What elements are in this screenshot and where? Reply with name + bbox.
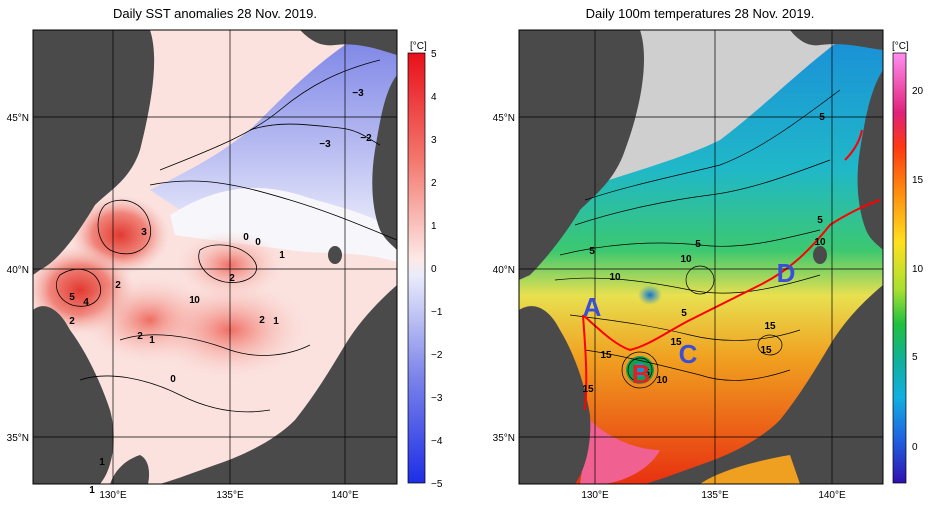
right-colorbar: [°C] 20 15 10 5 0 [892, 41, 924, 484]
left-colorbar: [°C] 5 4 3 2 1 0 −1 −2 −3 −4 −5 [407, 41, 443, 490]
contour-label: 5 [69, 292, 75, 303]
temp-100m-map: Daily 100m temperatures 28 Nov. 2019. [493, 6, 924, 501]
svg-text:−3: −3 [431, 393, 443, 404]
contour-label: 2 [115, 280, 121, 291]
svg-text:4: 4 [431, 92, 437, 103]
left-lat-labels: 45°N 40°N 35°N [7, 113, 29, 444]
contour-label: 2 [137, 331, 143, 342]
region-b-label: B [632, 359, 651, 389]
region-d-label: D [777, 258, 796, 288]
contour-label: 2 [229, 273, 235, 284]
sst-anomaly-map: Daily SST anomalies 28 Nov. 2019. [7, 6, 443, 501]
svg-text:−5: −5 [431, 479, 443, 490]
contour-label: 5 [589, 246, 595, 257]
svg-text:35°N: 35°N [7, 433, 29, 444]
contour-label: 1 [189, 295, 195, 306]
contour-label: 10 [814, 237, 826, 248]
svg-text:40°N: 40°N [7, 265, 29, 276]
svg-text:0: 0 [431, 264, 437, 275]
svg-text:−4: −4 [431, 436, 443, 447]
contour-label: 5 [817, 215, 823, 226]
svg-text:15: 15 [912, 175, 924, 186]
contour-label: 5 [819, 112, 825, 123]
svg-text:45°N: 45°N [7, 113, 29, 124]
left-panel-title: Daily SST anomalies 28 Nov. 2019. [113, 6, 317, 21]
contour-label: 0 [194, 295, 200, 306]
contour-label: 0 [243, 232, 249, 243]
contour-label: −3 [352, 88, 364, 99]
contour-label: 1 [89, 485, 95, 496]
contour-label: 4 [83, 297, 89, 308]
contour-label: 1 [99, 457, 105, 468]
contour-label: 15 [764, 321, 776, 332]
left-graticule [33, 30, 397, 484]
contour-label: 1 [279, 250, 285, 261]
contour-label: 2 [69, 316, 75, 327]
right-lon-labels: 130°E 135°E 140°E [581, 490, 846, 501]
svg-text:1: 1 [431, 221, 437, 232]
contour-label: 15 [582, 384, 594, 395]
contour-label: 10 [609, 272, 621, 283]
region-c-label: C [679, 339, 698, 369]
contour-label: −2 [360, 133, 372, 144]
contour-label: 10 [680, 254, 692, 265]
right-panel-title: Daily 100m temperatures 28 Nov. 2019. [586, 6, 815, 21]
svg-text:130°E: 130°E [581, 490, 609, 501]
svg-text:35°N: 35°N [493, 433, 515, 444]
left-lon-labels: 130°E 135°E 140°E [99, 490, 359, 501]
right-colorbar-unit: [°C] [892, 41, 909, 52]
left-colorbar-unit: [°C] [410, 41, 427, 52]
svg-text:0: 0 [912, 442, 918, 453]
svg-text:140°E: 140°E [331, 490, 359, 501]
svg-text:140°E: 140°E [818, 490, 846, 501]
contour-label: 10 [656, 375, 668, 386]
left-contour-labels: −3 −2 −3 3 0 0 1 2 2 5 4 2 0 1 2 1 2 1 0… [69, 88, 372, 496]
contour-label: 0 [255, 237, 261, 248]
svg-text:130°E: 130°E [99, 490, 127, 501]
contour-label: 15 [670, 337, 682, 348]
contour-label: 0 [170, 374, 176, 385]
region-labels: A B C D [583, 258, 796, 389]
contour-label: 15 [760, 345, 772, 356]
svg-text:135°E: 135°E [701, 490, 729, 501]
svg-text:20: 20 [912, 86, 924, 97]
svg-text:10: 10 [912, 264, 924, 275]
svg-text:45°N: 45°N [493, 113, 515, 124]
contour-label: −3 [319, 139, 331, 150]
right-contour-labels: 5 5 5 10 5 10 10 5 15 15 15 15 10 5 15 [582, 112, 826, 395]
contour-label: 5 [644, 368, 650, 379]
contour-label: 5 [695, 239, 701, 250]
contour-label: 2 [259, 315, 265, 326]
svg-text:−1: −1 [431, 307, 443, 318]
svg-text:135°E: 135°E [216, 490, 244, 501]
contour-label: 15 [600, 350, 612, 361]
svg-text:5: 5 [912, 352, 918, 363]
contour-label: 1 [149, 335, 155, 346]
region-a-label: A [583, 292, 602, 322]
right-lat-labels: 45°N 40°N 35°N [493, 113, 515, 444]
svg-text:2: 2 [431, 178, 437, 189]
contour-label: 5 [681, 308, 687, 319]
svg-text:3: 3 [431, 135, 437, 146]
svg-text:5: 5 [431, 49, 437, 60]
svg-text:40°N: 40°N [493, 265, 515, 276]
contour-label: 3 [141, 227, 147, 238]
contour-label: 1 [273, 316, 279, 327]
svg-text:−2: −2 [431, 350, 443, 361]
right-graticule [519, 30, 883, 484]
